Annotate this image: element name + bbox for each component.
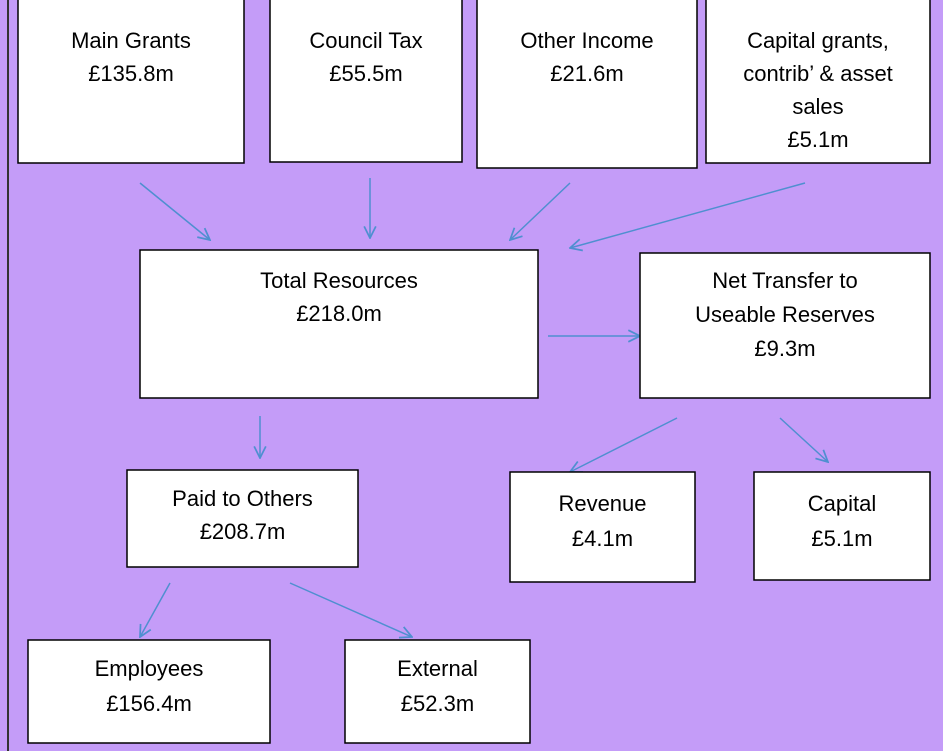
node-label: Employees <box>95 656 204 681</box>
node-label: £5.1m <box>787 127 848 152</box>
node-label: £5.1m <box>811 526 872 551</box>
node-label: External <box>397 656 478 681</box>
node-label: £208.7m <box>200 519 286 544</box>
node: Council Tax £55.5m <box>269 0 463 163</box>
node: Other Income £21.6m <box>476 0 698 169</box>
node: Total Resources £218.0m <box>139 249 539 399</box>
node-box <box>126 469 359 568</box>
node-box <box>753 471 931 581</box>
node-box <box>17 0 245 164</box>
arrow <box>140 582 171 637</box>
node-box <box>344 639 531 744</box>
node-box <box>139 249 539 399</box>
arrows <box>140 178 828 637</box>
node-label: Main Grants <box>71 28 191 53</box>
node-box <box>27 639 271 744</box>
node-label: Other Income <box>520 28 653 53</box>
nodes: Main Grants £135.8m Council Tax £55.5m Other… <box>17 0 931 744</box>
node: Main Grants £135.8m <box>17 0 245 164</box>
arrow <box>570 182 806 248</box>
arrow <box>289 582 412 637</box>
node-label: £55.5m <box>329 61 402 86</box>
node-label: Net Transfer to <box>712 268 858 293</box>
node-label: Capital <box>808 491 876 516</box>
node-label: £52.3m <box>401 691 474 716</box>
node-box <box>476 0 698 169</box>
node: Paid to Others £208.7m <box>126 469 359 568</box>
node: External £52.3m <box>344 639 531 744</box>
node-box <box>705 0 931 164</box>
node: Net Transfer to Useable Reserves £9.3m <box>639 252 931 399</box>
node-label: Useable Reserves <box>695 302 875 327</box>
arrow <box>570 417 678 472</box>
node-label: Revenue <box>558 491 646 516</box>
node-label: sales <box>792 94 843 119</box>
node-label: Capital grants, <box>747 28 889 53</box>
arrow <box>779 417 828 462</box>
node-label: Paid to Others <box>172 486 313 511</box>
arrow <box>510 182 571 240</box>
node-label: Council Tax <box>309 28 422 53</box>
node-label: £4.1m <box>572 526 633 551</box>
node: Capital £5.1m <box>753 471 931 581</box>
node-box <box>269 0 463 163</box>
arrow <box>139 182 210 240</box>
node-label: contrib’ & asset <box>743 61 893 86</box>
node-label: Total Resources <box>260 268 418 293</box>
node-label: £9.3m <box>754 336 815 361</box>
node-label: £21.6m <box>550 61 623 86</box>
node-label: £156.4m <box>106 691 192 716</box>
node: Employees £156.4m <box>27 639 271 744</box>
node: Revenue £4.1m <box>509 471 696 583</box>
node-box <box>639 252 931 399</box>
node-label: £135.8m <box>88 61 174 86</box>
node: Capital grants, contrib’ & asset sales £5.1… <box>705 0 931 164</box>
node-label: £218.0m <box>296 301 382 326</box>
node-box <box>509 471 696 583</box>
